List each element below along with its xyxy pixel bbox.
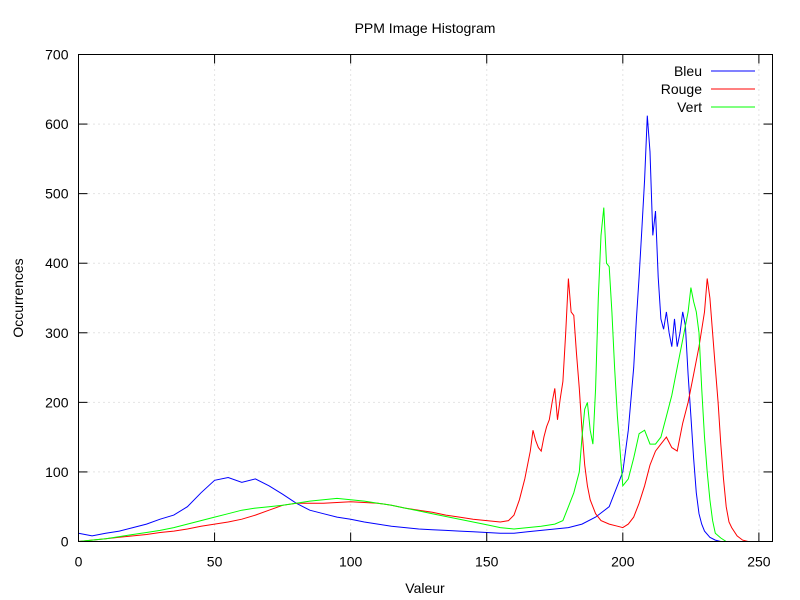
series-line-vert — [78, 207, 773, 542]
y-axis-label: Occurrences — [10, 258, 26, 337]
series-line-bleu — [78, 115, 773, 542]
x-tick-label: 250 — [747, 554, 771, 570]
y-tick-label: 500 — [45, 186, 69, 202]
legend: Bleu Rouge Vert — [661, 63, 755, 115]
y-tick-label: 700 — [45, 47, 69, 63]
legend-label: Vert — [677, 99, 702, 115]
y-tick-label: 0 — [61, 534, 69, 550]
y-tick-label: 300 — [45, 325, 69, 341]
plot-frame — [78, 54, 773, 542]
series-lines — [78, 115, 773, 542]
axis-ticks: 0 100 200 300 400 500 600 700 0 50 100 150 200 250 — [45, 47, 773, 570]
y-tick-label: 100 — [45, 464, 69, 480]
legend-label: Bleu — [674, 63, 702, 79]
x-tick-label: 50 — [207, 554, 223, 570]
y-tick-label: 200 — [45, 394, 69, 410]
grid — [78, 54, 773, 542]
legend-label: Rouge — [661, 81, 702, 97]
y-tick-label: 600 — [45, 116, 69, 132]
x-tick-label: 100 — [339, 554, 363, 570]
x-axis-label: Valeur — [405, 580, 445, 596]
x-tick-label: 150 — [475, 554, 499, 570]
x-tick-label: 200 — [611, 554, 635, 570]
y-tick-label: 400 — [45, 255, 69, 271]
chart-title: PPM Image Histogram — [355, 20, 496, 36]
x-tick-label: 0 — [75, 554, 83, 570]
